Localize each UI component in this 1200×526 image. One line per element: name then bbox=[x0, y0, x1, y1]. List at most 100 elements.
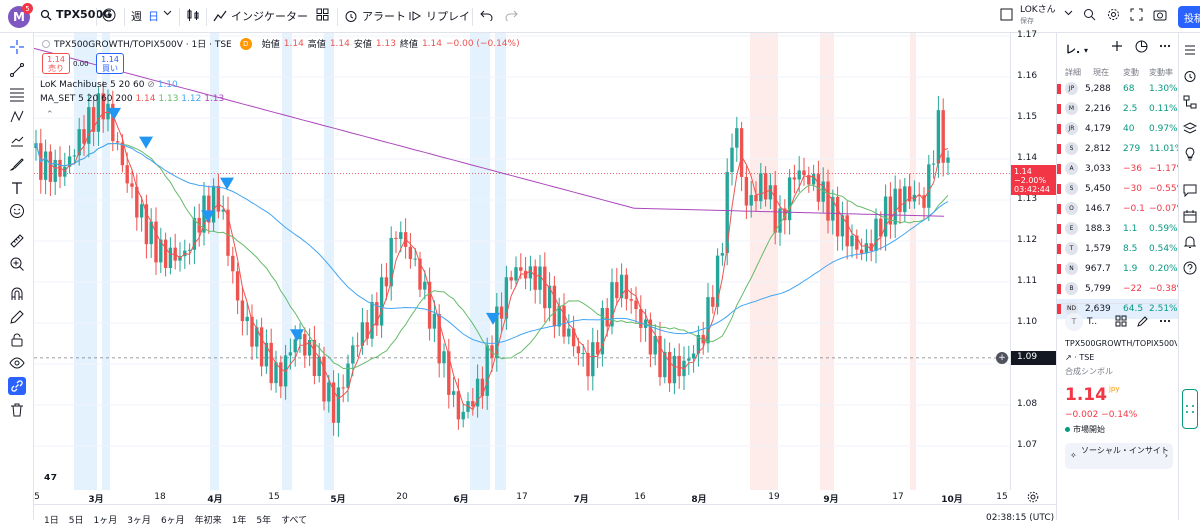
interval-dropdown[interactable] bbox=[163, 8, 172, 17]
last-price-change: −2.00% bbox=[1014, 176, 1047, 186]
watchlist-row[interactable]: A 3,033 −36 −1.17% bbox=[1057, 159, 1185, 179]
emoji-tool[interactable] bbox=[8, 202, 26, 220]
watchlist-title[interactable]: レ. ▾ bbox=[1065, 43, 1089, 56]
watchlist-column-header[interactable]: 詳細 bbox=[1065, 68, 1081, 77]
candle-body bbox=[259, 327, 264, 367]
ideas-sidebar-button[interactable] bbox=[1183, 147, 1197, 164]
layouts-button[interactable] bbox=[316, 8, 329, 21]
buy-button[interactable]: 1.14 買い bbox=[96, 53, 124, 74]
alert-button[interactable]: アラート bbox=[344, 8, 406, 24]
grid-icon bbox=[316, 8, 329, 21]
time-axis[interactable]: 5 3月 18 4月 15 5月 20 6月 17 7月 16 8月 19 9月 17 10月 15 bbox=[34, 490, 1056, 505]
axis-settings-button[interactable] bbox=[1027, 491, 1039, 506]
symbol-search-button[interactable]: TPX500G bbox=[40, 8, 112, 21]
row-change: −30 bbox=[1123, 184, 1142, 194]
add-alert-plus-icon[interactable]: + bbox=[996, 351, 1008, 364]
interval-week-button[interactable]: 週 bbox=[131, 10, 142, 23]
publish-button[interactable]: 投稿 bbox=[1178, 6, 1200, 28]
trading-panel-button[interactable] bbox=[1182, 389, 1198, 429]
symbol-logo-icon: JP bbox=[1065, 82, 1078, 95]
collapse-legend-icon[interactable]: ⌃ bbox=[46, 110, 54, 120]
watchlist-row[interactable]: N 967.7 1.9 0.20% bbox=[1057, 259, 1179, 279]
delete-tool[interactable] bbox=[8, 401, 26, 419]
open-chart-button[interactable] bbox=[1115, 315, 1127, 330]
candle-body bbox=[67, 156, 72, 167]
watchlist-row[interactable]: B 5,799 −22 −0.38% bbox=[1057, 279, 1185, 299]
row-percent: 0.97% bbox=[1149, 124, 1178, 134]
text-tool[interactable] bbox=[8, 179, 26, 197]
watchlist-column-header[interactable]: 変動率 bbox=[1149, 68, 1173, 77]
chat-sidebar-button[interactable] bbox=[1183, 183, 1197, 200]
indicator2-legend[interactable]: MA_SET 5 20 60 200 1.14 1.13 1.12 1.13 bbox=[40, 94, 224, 104]
utc-clock[interactable]: 02:38:15 (UTC) bbox=[986, 513, 1055, 523]
pattern-tool[interactable] bbox=[8, 108, 26, 126]
candle-body bbox=[192, 217, 197, 250]
watchlist-row[interactable]: S 2,812 279 11.01% bbox=[1057, 139, 1183, 159]
fib-tool[interactable] bbox=[8, 85, 26, 103]
crosshair-tool[interactable] bbox=[8, 38, 26, 56]
object-tree-button[interactable] bbox=[1183, 95, 1197, 112]
indicator1-legend[interactable]: LoK Machibuse 5 20 60 ⊘ 1.10 bbox=[40, 80, 178, 90]
watchlist-row[interactable]: T 1,579 8.5 0.54% bbox=[1057, 239, 1179, 259]
quick-search-button[interactable] bbox=[1083, 8, 1096, 21]
user-menu[interactable]: LOKさん 保存 bbox=[1020, 5, 1056, 27]
candle-body bbox=[341, 387, 345, 389]
interval-day-button[interactable]: 日 bbox=[148, 10, 159, 23]
watchlist-column-header[interactable]: 現在 bbox=[1093, 68, 1109, 77]
watchlist-row[interactable]: JP 5,288 68 1.30% bbox=[1057, 79, 1179, 99]
sell-button[interactable]: 1.14 売り bbox=[42, 53, 70, 74]
zoom-tool[interactable] bbox=[8, 255, 26, 273]
undo-button[interactable] bbox=[480, 8, 493, 21]
price-chart[interactable]: TPX500GROWTH/TOPIX500V · 1日 · TSE D 始値 1.… bbox=[34, 33, 1010, 490]
watchlist-row[interactable]: S 5,450 −30 −0.55% bbox=[1057, 179, 1185, 199]
user-dropdown[interactable] bbox=[1064, 8, 1073, 17]
price-axis[interactable]: 1.17 1.16 1.15 1.14 1.13 1.12 1.11 1.10 1.09 1.08… bbox=[1010, 30, 1057, 490]
add-symbol-button[interactable] bbox=[1111, 40, 1123, 55]
watchlist-row[interactable]: ND 2,639 64.5 2.51% bbox=[1057, 299, 1179, 319]
magnet-tool[interactable] bbox=[8, 285, 26, 303]
edit-note-button[interactable] bbox=[1137, 315, 1149, 330]
chart-type-button[interactable] bbox=[186, 8, 200, 22]
watchlist-column-header[interactable]: 変動 bbox=[1123, 68, 1139, 77]
layers-sidebar-button[interactable] bbox=[1182, 121, 1198, 138]
replay-button[interactable]: リプレイ bbox=[408, 8, 470, 24]
watchlist-more-button[interactable] bbox=[1159, 40, 1171, 55]
external-link-icon[interactable]: ↗ bbox=[1065, 353, 1072, 362]
lock-tool[interactable] bbox=[8, 331, 26, 349]
visibility-tool[interactable] bbox=[8, 354, 26, 372]
trend-line-icon bbox=[10, 63, 24, 77]
notifications-sidebar-button[interactable] bbox=[1183, 235, 1197, 252]
plus-icon bbox=[1112, 41, 1122, 51]
fullscreen-button[interactable] bbox=[1130, 8, 1143, 21]
calendar-sidebar-button[interactable] bbox=[1183, 209, 1197, 226]
legend-title[interactable]: TPX500GROWTH/TOPIX500V · 1日 · TSE bbox=[54, 40, 232, 50]
watchlist-row[interactable]: O 146.7 −0.1 −0.07% bbox=[1057, 199, 1185, 219]
snapshot-button[interactable] bbox=[1153, 8, 1167, 21]
watchlist-sidebar-button[interactable] bbox=[1183, 43, 1197, 60]
candle-body bbox=[245, 316, 249, 322]
sell-price: 1.14 bbox=[47, 55, 65, 64]
stay-in-drawing-tool[interactable] bbox=[8, 308, 26, 326]
details-more-button[interactable] bbox=[1159, 315, 1171, 330]
indicators-button[interactable]: インジケーター bbox=[213, 8, 308, 24]
candle-body bbox=[279, 362, 283, 387]
forecast-tool[interactable] bbox=[8, 132, 26, 150]
watchlist-row[interactable]: JR 4,179 40 0.97% bbox=[1057, 119, 1179, 139]
help-sidebar-button[interactable] bbox=[1183, 261, 1197, 278]
settings-button[interactable] bbox=[1107, 8, 1120, 21]
watchlist-row[interactable]: M 2,216 2.5 0.11% bbox=[1057, 99, 1179, 119]
redo-button[interactable] bbox=[505, 8, 518, 21]
brush-tool[interactable] bbox=[8, 155, 26, 173]
candle-body bbox=[106, 103, 110, 120]
layout-toggle[interactable] bbox=[1000, 8, 1013, 21]
trash-icon bbox=[11, 403, 23, 417]
trend-line-tool[interactable] bbox=[8, 61, 26, 79]
row-change: −36 bbox=[1123, 164, 1142, 174]
watchlist-view-button[interactable] bbox=[1135, 40, 1148, 56]
social-insight-button[interactable]: ✧ ソーシャル・インサイト › bbox=[1065, 443, 1173, 469]
sync-drawings-tool[interactable] bbox=[8, 377, 26, 395]
alerts-sidebar-button[interactable] bbox=[1183, 69, 1197, 86]
compare-button[interactable] bbox=[102, 8, 116, 22]
measure-tool[interactable] bbox=[8, 232, 26, 250]
watchlist-row[interactable]: E 188.3 1.1 0.59% bbox=[1057, 219, 1179, 239]
